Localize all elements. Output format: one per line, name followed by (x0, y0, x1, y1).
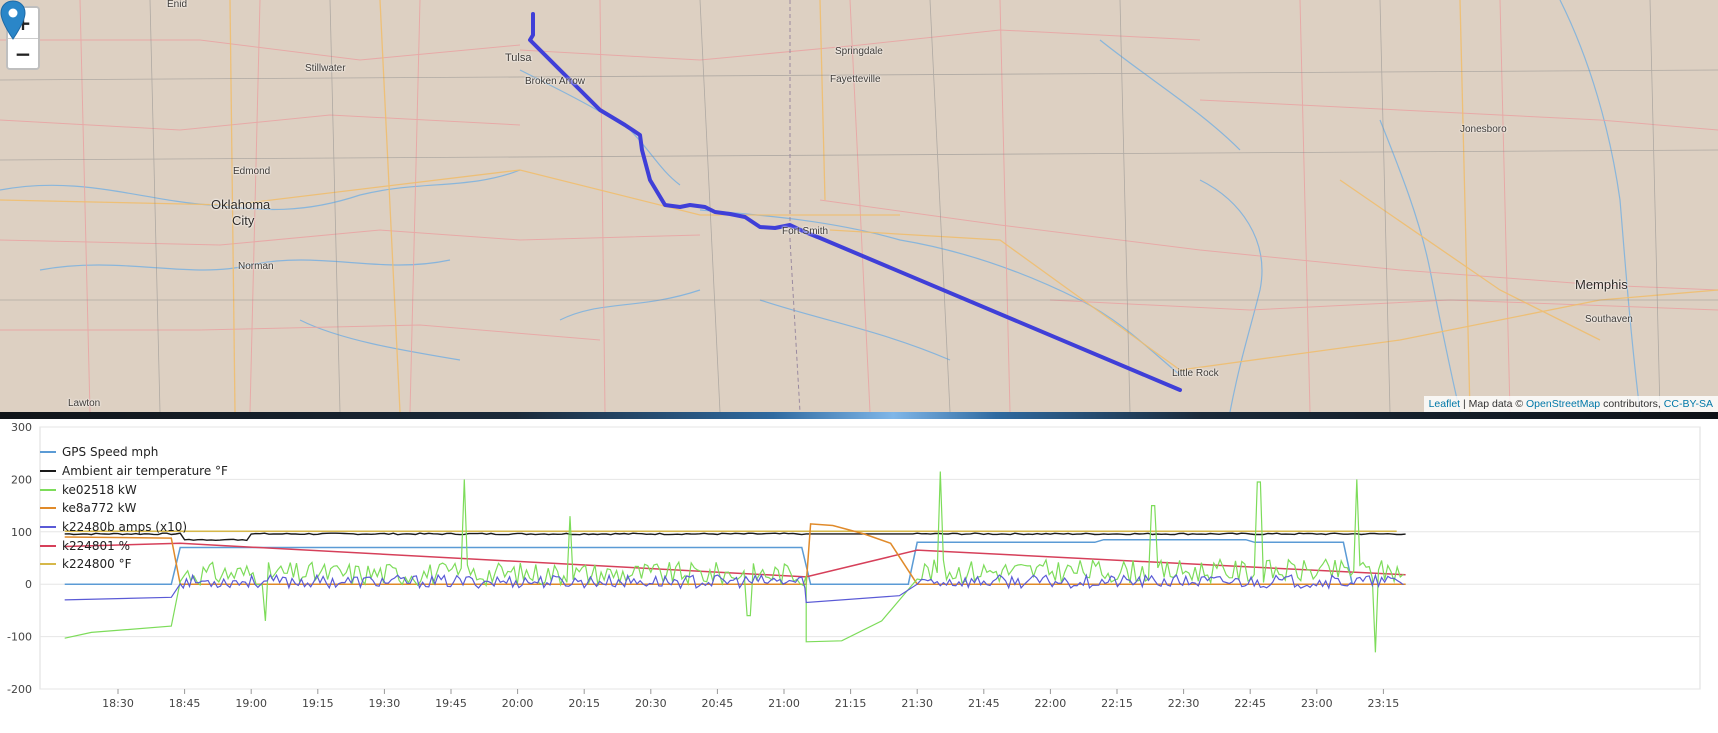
plot-area (39, 426, 1701, 690)
x-tick-label: 23:15 (1368, 697, 1400, 710)
y-tick-label: 0 (25, 578, 32, 591)
x-tick-label: 21:15 (835, 697, 867, 710)
y-tick-label: 100 (11, 526, 32, 539)
x-tick-label: 22:15 (1101, 697, 1133, 710)
chart-canvas: 300 200 100 0 -100 -200 18:30 18:45 19:00 19:15 19… (7, 421, 1701, 710)
map-tiles (0, 0, 1718, 412)
series-k22480b (64, 573, 1404, 604)
x-tick-label: 22:45 (1234, 697, 1266, 710)
legend-item[interactable]: GPS Speed mph (40, 443, 228, 462)
x-tick-label: 20:15 (568, 697, 600, 710)
y-tick-label: 300 (11, 421, 32, 434)
x-tick-label: 20:00 (502, 697, 534, 710)
series-ke02518 (64, 471, 1404, 653)
map-attribution: Leaflet | Map data © OpenStreetMap contr… (1423, 396, 1718, 412)
series-ke8a772 (64, 523, 1406, 585)
city-label: Springdale (835, 46, 883, 57)
y-tick-label: 200 (11, 473, 32, 486)
city-label: Broken Arrow (525, 76, 586, 87)
city-label: Edmond (233, 166, 271, 177)
city-label: Enid (167, 0, 188, 10)
x-tick-label: 19:30 (369, 697, 401, 710)
city-label: Little Rock (1172, 368, 1219, 379)
legend-item[interactable]: ke8a772 kW (40, 499, 228, 518)
x-tick-label: 21:00 (768, 697, 800, 710)
legend-item[interactable]: k22480b amps (x10) (40, 518, 228, 537)
city-label: Lawton (68, 398, 101, 409)
city-label: Jonesboro (1460, 124, 1507, 135)
x-tick-label: 19:15 (302, 697, 334, 710)
osm-link[interactable]: OpenStreetMap (1526, 398, 1601, 410)
legend-swatch (40, 451, 56, 454)
legend-swatch (40, 563, 56, 566)
x-tick-label: 22:00 (1035, 697, 1067, 710)
legend-label: ke02518 kW (62, 482, 137, 497)
legend-label: Ambient air temperature °F (62, 464, 228, 479)
x-tick-label: 19:45 (435, 697, 467, 710)
leaflet-link[interactable]: Leaflet (1428, 398, 1461, 410)
map-marker-icon[interactable] (0, 0, 26, 40)
x-tick-label: 20:45 (702, 697, 734, 710)
route-line (528, 12, 1182, 392)
license-link[interactable]: CC-BY-SA (1663, 398, 1713, 410)
legend-label: k224801 % (62, 538, 130, 553)
legend-item[interactable]: ke02518 kW (40, 480, 228, 499)
legend-swatch (40, 470, 56, 473)
legend-label: k22480b amps (x10) (62, 520, 188, 535)
city-label: Memphis (1575, 277, 1628, 292)
city-label: Norman (238, 261, 274, 272)
y-tick-label: -100 (7, 631, 32, 644)
legend-swatch (40, 488, 56, 491)
legend-swatch (40, 507, 56, 510)
legend-item[interactable]: Ambient air temperature °F (40, 462, 228, 481)
telemetry-chart[interactable]: 300 200 100 0 -100 -200 18:30 18:45 19:00 19:15 19… (0, 419, 1718, 733)
city-label: Fayetteville (830, 74, 881, 85)
attribution-text: contributors, (1600, 398, 1664, 410)
city-label: Oklahoma (211, 197, 271, 212)
legend-item[interactable]: k224801 % (40, 536, 228, 555)
city-label: Tulsa (505, 52, 532, 64)
city-label: Fort Smith (782, 226, 829, 237)
x-tick-label: 18:45 (169, 697, 201, 710)
legend-label: ke8a772 kW (62, 501, 137, 516)
legend-swatch (40, 526, 56, 529)
city-label: Stillwater (305, 63, 346, 74)
series-gps-speed (64, 538, 1406, 585)
y-tick-label: -200 (7, 683, 32, 696)
x-tick-label: 20:30 (635, 697, 667, 710)
legend-label: GPS Speed mph (62, 445, 159, 460)
attribution-text: | Map data © (1460, 398, 1527, 410)
series-ambient-temp (64, 532, 1406, 542)
x-tick-label: 22:30 (1168, 697, 1200, 710)
x-tick-label: 21:30 (901, 697, 933, 710)
zoom-out-button[interactable]: − (8, 38, 38, 68)
city-label: City (232, 213, 255, 228)
map-view[interactable]: Enid Stillwater Tulsa Broken Arrow Sprin… (0, 0, 1718, 412)
x-tick-label: 19:00 (235, 697, 267, 710)
x-tick-label: 18:30 (102, 697, 134, 710)
legend-item[interactable]: k224800 °F (40, 555, 228, 574)
legend-swatch (40, 544, 56, 547)
legend-label: k224800 °F (62, 557, 132, 572)
chart-legend: GPS Speed mph Ambient air temperature °F… (40, 443, 228, 574)
x-tick-label: 23:00 (1301, 697, 1333, 710)
city-label: Southaven (1585, 314, 1633, 325)
divider-strip (0, 412, 1718, 419)
x-tick-label: 21:45 (968, 697, 1000, 710)
